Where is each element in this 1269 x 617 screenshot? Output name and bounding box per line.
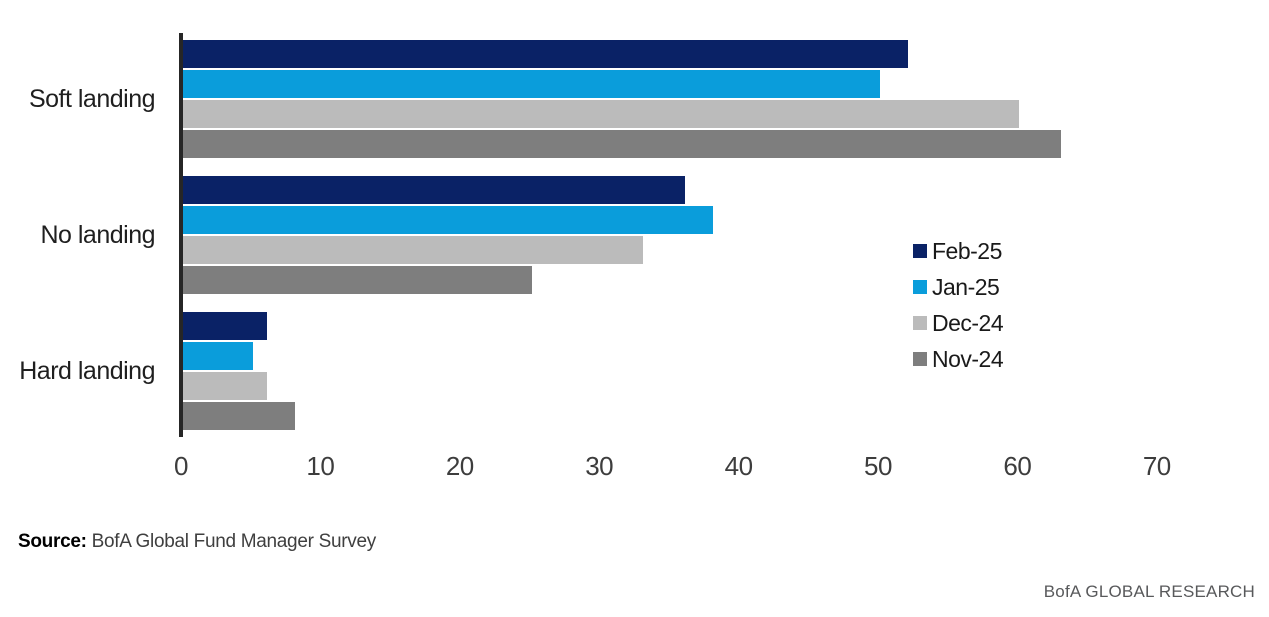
bar-feb-25-soft-landing <box>183 40 908 68</box>
bar-jan-25-hard-landing <box>183 342 253 370</box>
source-text: BofA Global Fund Manager Survey <box>86 531 377 552</box>
chart-legend: Feb-25 Jan-25 Dec-24 Nov-24 <box>913 239 1004 383</box>
category-label-no-landing: No landing <box>40 221 155 249</box>
bar-nov-24-hard-landing <box>183 402 295 430</box>
x-tick-label-60: 60 <box>1003 451 1032 481</box>
bar-feb-25-hard-landing <box>183 312 267 340</box>
bofa-global-research-branding: BofA GLOBAL RESEARCH <box>1043 582 1255 601</box>
x-tick-label-0: 0 <box>174 451 188 481</box>
x-tick-label-40: 40 <box>724 451 753 481</box>
x-tick-label-50: 50 <box>864 451 892 481</box>
x-tick-label-30: 30 <box>585 451 614 481</box>
x-tick-label-10: 10 <box>306 451 335 481</box>
x-tick-label-70: 70 <box>1142 451 1171 481</box>
bar-feb-25-no-landing <box>183 176 685 204</box>
legend-label-feb-25: Feb-25 <box>932 238 1002 264</box>
legend-item-jan-25: Jan-25 <box>913 275 1003 299</box>
legend-item-nov-24: Nov-24 <box>913 346 1004 372</box>
legend-item-dec-24: Dec-24 <box>913 310 1004 336</box>
legend-swatch-feb-25 <box>913 244 927 258</box>
bar-jan-25-soft-landing <box>183 70 880 98</box>
bar-nov-24-soft-landing <box>183 130 1061 158</box>
bar-jan-25-no-landing <box>183 206 713 234</box>
bar-dec-24-hard-landing <box>183 372 267 400</box>
bar-dec-24-soft-landing <box>183 100 1019 128</box>
legend-label-nov-24: Nov-24 <box>932 346 1004 372</box>
source-label: Source: <box>18 531 87 552</box>
y-axis-line <box>179 33 183 437</box>
legend-swatch-nov-24 <box>913 352 927 366</box>
bar-dec-24-no-landing <box>183 236 643 264</box>
source-note: Source: BofA Global Fund Manager Survey <box>18 531 376 553</box>
legend-swatch-dec-24 <box>913 316 927 330</box>
category-label-hard-landing: Hard landing <box>19 357 155 385</box>
legend-swatch-jan-25 <box>913 280 927 294</box>
category-label-soft-landing: Soft landing <box>28 85 156 113</box>
legend-label-jan-25: Jan-25 <box>932 274 1000 300</box>
legend-item-feb-25: Feb-25 <box>913 239 1003 263</box>
legend-label-dec-24: Dec-24 <box>932 310 1004 336</box>
x-tick-label-20: 20 <box>445 451 474 481</box>
bar-nov-24-no-landing <box>183 266 532 294</box>
